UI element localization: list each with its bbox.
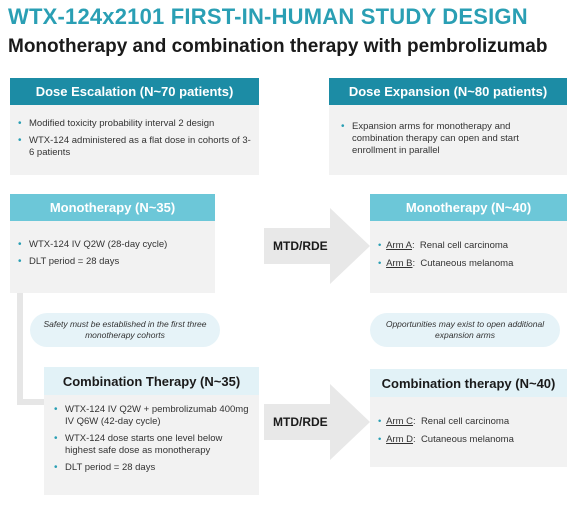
page-title: WTX-124x2101 FIRST-IN-HUMAN STUDY DESIGN [8, 4, 528, 29]
mono-expansion-box: • Arm A: Renal cell carcinoma • Arm B: C… [370, 221, 567, 293]
dose-escalation-box: Modified toxicity probability interval 2… [10, 105, 259, 175]
arm-b-label: Cutaneous melanoma [420, 258, 514, 269]
combo-escalation-header: Combination Therapy (N~35) [44, 367, 259, 395]
arm-a-key: Arm A [386, 240, 412, 251]
arm-c-label: Renal cell carcinoma [420, 416, 510, 427]
safety-note: Safety must be established in the first … [30, 313, 220, 347]
dose-escalation-header: Dose Escalation (N~70 patients) [10, 78, 259, 105]
arrow-top [264, 208, 370, 284]
list-item: WTX-124 IV Q2W + pembrolizumab 400mg IV … [52, 404, 251, 428]
page-subtitle: Monotherapy and combination therapy with… [8, 36, 548, 57]
arm-d-label: Cutaneous melanoma [420, 434, 514, 445]
arm-a-line: • Arm A: Renal cell carcinoma [378, 240, 509, 251]
arm-b-key: Arm B [386, 258, 413, 269]
list-item: WTX-124 administered as a flat dose in c… [16, 135, 251, 159]
arm-a-label: Renal cell carcinoma [419, 240, 509, 251]
arrow-bottom [264, 384, 370, 460]
arm-c-line: • Arm C: Renal cell carcinoma [378, 416, 510, 427]
combo-expansion-box: • Arm C: Renal cell carcinoma • Arm D: C… [370, 397, 567, 467]
combo-escalation-box: WTX-124 IV Q2W + pembrolizumab 400mg IV … [44, 395, 259, 495]
list-item: Modified toxicity probability interval 2… [16, 118, 251, 130]
dose-escalation-bullets: Modified toxicity probability interval 2… [16, 118, 251, 159]
mono-escalation-bullets: WTX-124 IV Q2W (28-day cycle) DLT period… [16, 239, 207, 268]
dose-expansion-header: Dose Expansion (N~80 patients) [329, 78, 567, 105]
dose-expansion-bullets: Expansion arms for monotherapy and combi… [339, 121, 557, 157]
list-item: DLT period = 28 days [16, 256, 207, 268]
arm-d-key: Arm D [386, 434, 414, 445]
list-item: WTX-124 dose starts one level below high… [52, 433, 251, 457]
mono-to-combo-connector [17, 293, 44, 405]
opportunities-note: Opportunities may exist to open addition… [370, 313, 560, 347]
list-item: DLT period = 28 days [52, 462, 251, 474]
list-item: Expansion arms for monotherapy and combi… [339, 121, 557, 157]
dose-expansion-box: Expansion arms for monotherapy and combi… [329, 105, 567, 175]
mono-expansion-header: Monotherapy (N~40) [370, 194, 567, 221]
arrow-top-label: MTD/RDE [273, 239, 328, 253]
mono-escalation-box: WTX-124 IV Q2W (28-day cycle) DLT period… [10, 221, 215, 293]
list-item: WTX-124 IV Q2W (28-day cycle) [16, 239, 207, 251]
combo-escalation-bullets: WTX-124 IV Q2W + pembrolizumab 400mg IV … [52, 404, 251, 474]
combo-expansion-header: Combination therapy (N~40) [370, 369, 567, 397]
arm-b-line: • Arm B: Cutaneous melanoma [378, 258, 514, 269]
arm-c-key: Arm C [386, 416, 414, 427]
arrow-bottom-label: MTD/RDE [273, 415, 328, 429]
mono-escalation-header: Monotherapy (N~35) [10, 194, 215, 221]
arm-d-line: • Arm D: Cutaneous melanoma [378, 434, 514, 445]
